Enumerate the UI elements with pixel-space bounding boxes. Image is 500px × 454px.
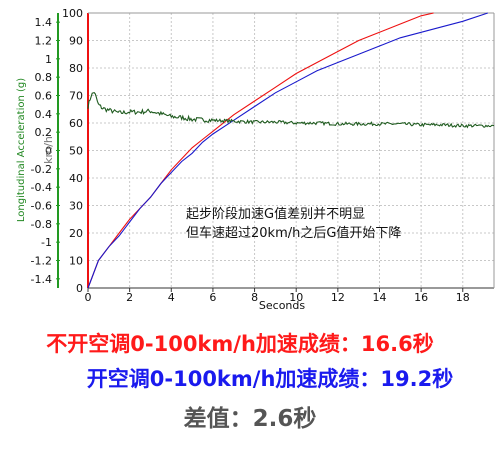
y-left-tick-label: 1.4 [35, 16, 53, 29]
x-tick-label: 2 [126, 291, 133, 304]
y-axis-right-label: km/h [42, 136, 55, 164]
x-tick-label: 6 [209, 291, 216, 304]
y-right-tick-label: 30 [69, 200, 83, 213]
result-difference: 差值：2.6秒 [183, 406, 317, 432]
x-tick-label: 4 [168, 291, 175, 304]
x-tick-label: 12 [331, 291, 345, 304]
x-tick-label: 18 [456, 291, 470, 304]
y-left-tick-label: -0.8 [31, 218, 52, 231]
axes [56, 12, 495, 292]
y-left-tick-label: -0.6 [31, 200, 52, 213]
y-right-tick-label: 60 [69, 117, 83, 130]
y-left-tick-label: 0.4 [35, 108, 53, 121]
y-right-tick-label: 80 [69, 62, 83, 75]
y-right-tick-label: 70 [69, 90, 83, 103]
x-tick-label: 0 [85, 291, 92, 304]
series-line-blue [87, 12, 488, 289]
y-left-tick-label: -1.2 [31, 255, 52, 268]
x-tick-label: 14 [372, 291, 386, 304]
series [87, 12, 495, 289]
y-axis-left-label: Longitudinal Acceleration (g) [16, 78, 27, 222]
series-line-green [87, 91, 495, 129]
x-tick-label: 10 [289, 291, 303, 304]
plot-area [88, 13, 494, 288]
y-left-tick-label: 0.8 [35, 71, 53, 84]
x-tick-label: 16 [414, 291, 428, 304]
annotation-line-1: 起步阶段加速G值差别并不明显 [186, 206, 365, 222]
y-left-tick-label: -0.2 [31, 163, 52, 176]
y-left-tick-label: 0 [45, 145, 52, 158]
grid [87, 12, 494, 289]
y-right-tick-label: 40 [69, 172, 83, 185]
y-right-tick-label: 0 [76, 282, 83, 295]
x-tick-label: 8 [251, 291, 258, 304]
result-ac-on: 开空调0-100km/h加速成绩：19.2秒 [86, 367, 454, 391]
y-left-tick-label: 0.2 [35, 126, 53, 139]
y-right-tick-label: 50 [69, 145, 83, 158]
y-right-tick-label: 10 [69, 255, 83, 268]
annotation-line-2: 但车速超过20km/h之后G值开始下降 [186, 225, 401, 241]
y-left-tick-label: 1 [45, 53, 52, 66]
x-axis-label: Seconds [259, 299, 305, 312]
acceleration-chart: 0 2 4 6 8 10 12 14 16 1810090807060504030201001.4… [16, 7, 495, 312]
y-left-tick-label: -1 [41, 236, 52, 249]
result-no-ac: 不开空调0-100km/h加速成绩：16.6秒 [46, 332, 434, 356]
y-left-tick-label: -1.4 [31, 273, 52, 286]
tick-labels: 0 2 4 6 8 10 12 14 16 1810090807060504030201001.4… [31, 7, 470, 304]
y-left-tick-label: 0.6 [35, 90, 53, 103]
y-left-tick-label: 1.2 [35, 35, 53, 48]
y-right-tick-label: 20 [69, 227, 83, 240]
y-left-tick-label: -0.4 [31, 181, 52, 194]
y-right-tick-label: 90 [69, 35, 83, 48]
y-right-tick-label: 100 [62, 7, 83, 20]
series-line-red [87, 12, 434, 289]
